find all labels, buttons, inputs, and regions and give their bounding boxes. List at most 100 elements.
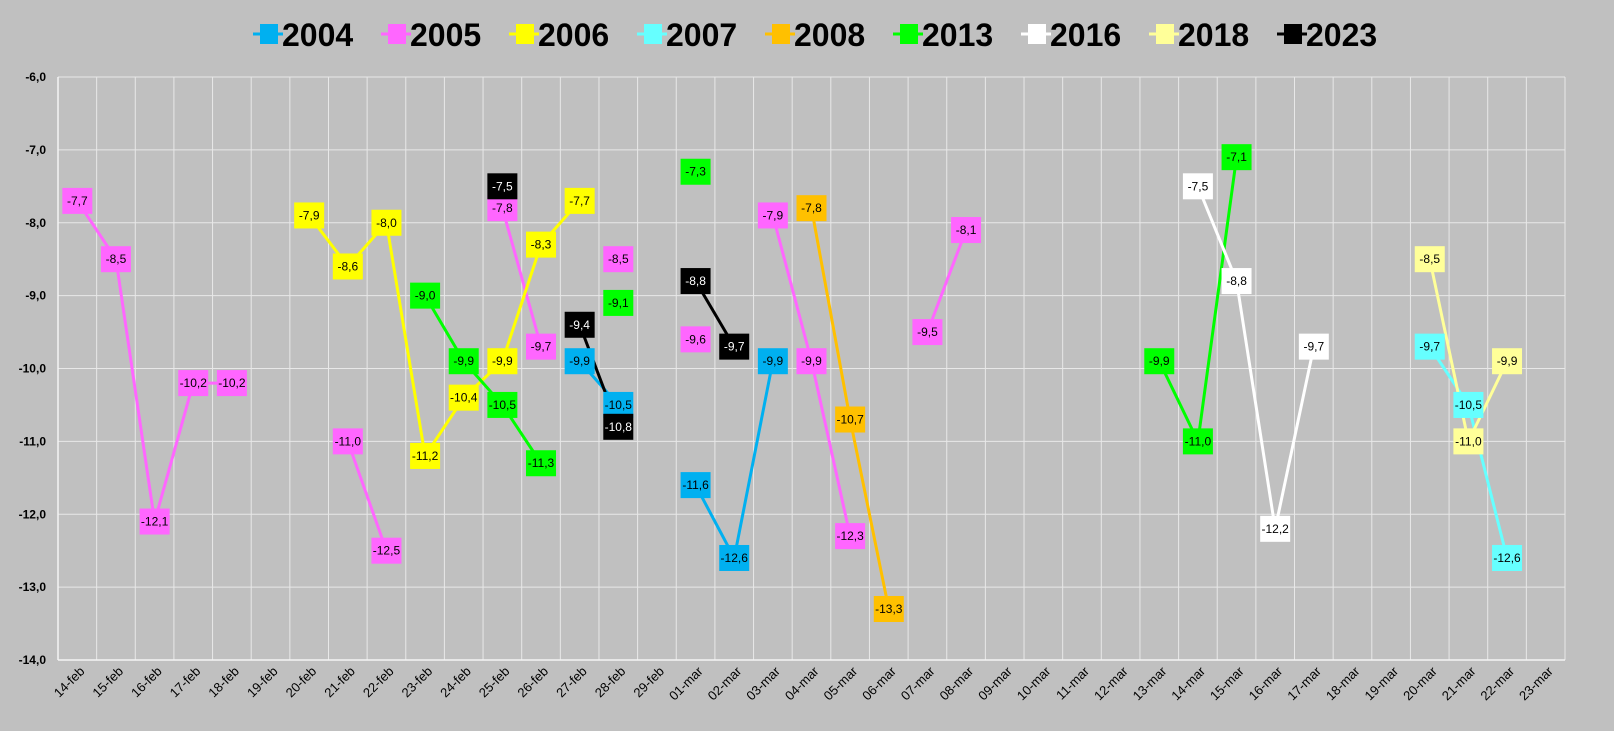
legend-label: 2013 [922, 17, 993, 53]
data-label-2013: -9,0 [415, 289, 436, 303]
legend-item-2016: 2016 [1021, 17, 1121, 53]
x-tick-label: 22-feb [360, 664, 397, 701]
data-label-2008: -7,8 [801, 201, 822, 215]
legend-item-2013: 2013 [893, 17, 993, 53]
legend-label: 2008 [794, 17, 865, 53]
x-tick-label: 22-mar [1477, 663, 1517, 703]
data-label-2005: -12,5 [373, 544, 401, 558]
x-tick-label: 06-mar [859, 663, 899, 703]
data-point-2007 [1453, 391, 1484, 418]
data-point-2013 [448, 348, 479, 375]
x-tick-label: 09-mar [975, 663, 1015, 703]
data-label-2013: -9,9 [1149, 354, 1170, 368]
data-point-2023 [719, 333, 750, 360]
data-point-2016 [1298, 333, 1329, 360]
data-label-2013: -10,5 [489, 398, 517, 412]
data-point-2023 [564, 311, 595, 338]
data-label-2006: -7,9 [299, 208, 320, 222]
legend-label: 2007 [666, 17, 737, 53]
data-point-2013 [1182, 428, 1213, 455]
data-point-2016 [1260, 515, 1291, 542]
legend-marker [772, 24, 790, 44]
x-tick-label: 16-feb [128, 664, 165, 701]
data-points: -9,9 -10,5 -11,6 -12,6 -9,9 -7,7 -8,5 -12,1 -10,… [62, 144, 1523, 622]
data-label-2005: -9,7 [531, 340, 552, 354]
data-point-2005 [951, 217, 982, 244]
data-point-2006 [564, 187, 595, 214]
data-label-2005: -9,9 [801, 354, 822, 368]
data-label-2018: -9,9 [1497, 354, 1518, 368]
data-point-2008 [796, 195, 827, 222]
data-label-2005: -10,2 [180, 376, 208, 390]
legend-marker [900, 24, 918, 44]
series-line-2005 [925, 228, 968, 334]
y-tick-label: -9,0 [25, 289, 46, 303]
x-tick-label: 01-mar [666, 663, 706, 703]
data-point-2023 [680, 268, 711, 295]
x-tick-label: 28-feb [592, 664, 629, 701]
legend-marker [1156, 24, 1174, 44]
data-point-2005 [757, 202, 788, 229]
series-line-2004 [732, 359, 775, 560]
legend-item-2007: 2007 [637, 17, 737, 53]
series-line-2005 [153, 381, 195, 524]
y-tick-label: -7,0 [25, 143, 46, 157]
data-label-2005: -9,5 [917, 325, 938, 339]
gridlines [57, 76, 1566, 661]
data-point-2005 [178, 370, 209, 397]
x-tick-label: 12-mar [1091, 663, 1131, 703]
data-label-2013: -7,1 [1226, 150, 1247, 164]
y-tick-label: -11,0 [19, 434, 46, 448]
data-label-2016: -12,2 [1262, 522, 1290, 536]
x-tick-label: 14-mar [1168, 663, 1208, 703]
x-tick-label: 18-mar [1323, 663, 1363, 703]
x-tick-label: 29-feb [630, 664, 667, 701]
data-label-2013: -11,3 [528, 456, 555, 470]
data-label-2005: -10,2 [218, 376, 246, 390]
x-tick-label: 07-mar [898, 663, 938, 703]
legend-item-2008: 2008 [765, 17, 865, 53]
data-label-2008: -13,3 [875, 602, 903, 616]
y-tick-label: -13,0 [19, 580, 47, 594]
data-point-2005 [487, 195, 518, 222]
data-point-2013 [1221, 144, 1252, 171]
data-label-2013: -9,1 [608, 296, 629, 310]
data-point-2013 [603, 289, 634, 316]
legend-label: 2016 [1050, 17, 1121, 53]
data-point-2004 [680, 472, 711, 499]
data-point-2008 [873, 595, 904, 622]
series-line-2005 [346, 439, 388, 553]
series-line-2013 [1196, 155, 1239, 443]
x-tick-label: 11-mar [1053, 663, 1093, 703]
series-line-2018 [1466, 359, 1509, 443]
series-line-2005 [500, 206, 543, 349]
x-tick-label: 14-feb [51, 664, 88, 701]
data-label-2005: -8,5 [608, 252, 629, 266]
data-point-2005 [835, 523, 866, 550]
data-label-2018: -11,0 [1455, 434, 1482, 448]
data-point-2006 [526, 231, 557, 258]
x-tick-label: 21-mar [1439, 663, 1479, 703]
data-point-2013 [1144, 348, 1175, 375]
data-label-2006: -11,2 [412, 449, 439, 463]
data-label-2005: -11,0 [335, 434, 362, 448]
data-point-2018 [1492, 348, 1523, 375]
x-tick-label: 03-mar [743, 663, 783, 703]
data-point-2006 [294, 202, 325, 229]
legend-marker [516, 24, 534, 44]
data-label-2023: -7,5 [492, 179, 513, 193]
data-label-2004: -9,9 [569, 354, 590, 368]
data-label-2004: -9,9 [763, 354, 784, 368]
data-point-2004 [719, 544, 750, 571]
x-tick-label: 23-mar [1516, 663, 1556, 703]
data-label-2006: -8,0 [376, 216, 397, 230]
legend-label: 2004 [282, 17, 353, 53]
data-label-2006: -8,6 [337, 259, 358, 273]
legend-item-2018: 2018 [1149, 17, 1249, 53]
y-tick-label: -14,0 [19, 653, 47, 667]
data-label-2023: -10,8 [605, 420, 633, 434]
legend-item-2023: 2023 [1277, 17, 1377, 53]
data-point-2005 [62, 187, 93, 214]
data-label-2005: -9,6 [685, 332, 706, 346]
